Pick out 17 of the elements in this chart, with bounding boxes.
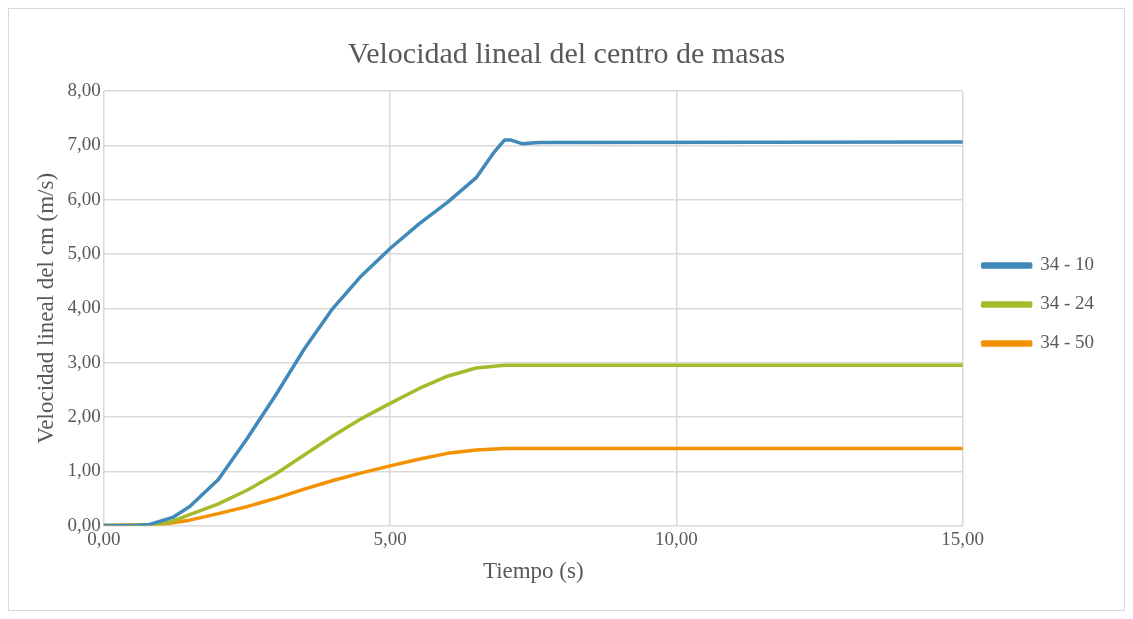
y-tick-label: 8,00: [67, 78, 101, 100]
x-tick-label: 5,00: [373, 527, 407, 549]
x-tick-label: 10,00: [655, 527, 698, 549]
y-tick-label: 2,00: [67, 404, 101, 426]
legend-label: 34 - 50: [1040, 331, 1094, 353]
y-tick-label: 5,00: [67, 241, 101, 263]
y-axis-title: Velocidad lineal del cm (m/s): [32, 172, 58, 444]
x-axis-title: Tiempo (s): [482, 558, 584, 584]
y-tick-label: 6,00: [67, 187, 101, 209]
x-tick-label: 15,00: [941, 527, 985, 549]
y-tick-label: 4,00: [67, 296, 101, 318]
legend-label: 34 - 10: [1040, 253, 1094, 275]
y-tick-label: 7,00: [67, 133, 101, 155]
y-tick-label: 3,00: [67, 350, 101, 372]
legend-label: 34 - 24: [1040, 292, 1095, 314]
chart-title: Velocidad lineal del centro de masas: [347, 35, 786, 69]
y-tick-label: 1,00: [67, 459, 101, 481]
